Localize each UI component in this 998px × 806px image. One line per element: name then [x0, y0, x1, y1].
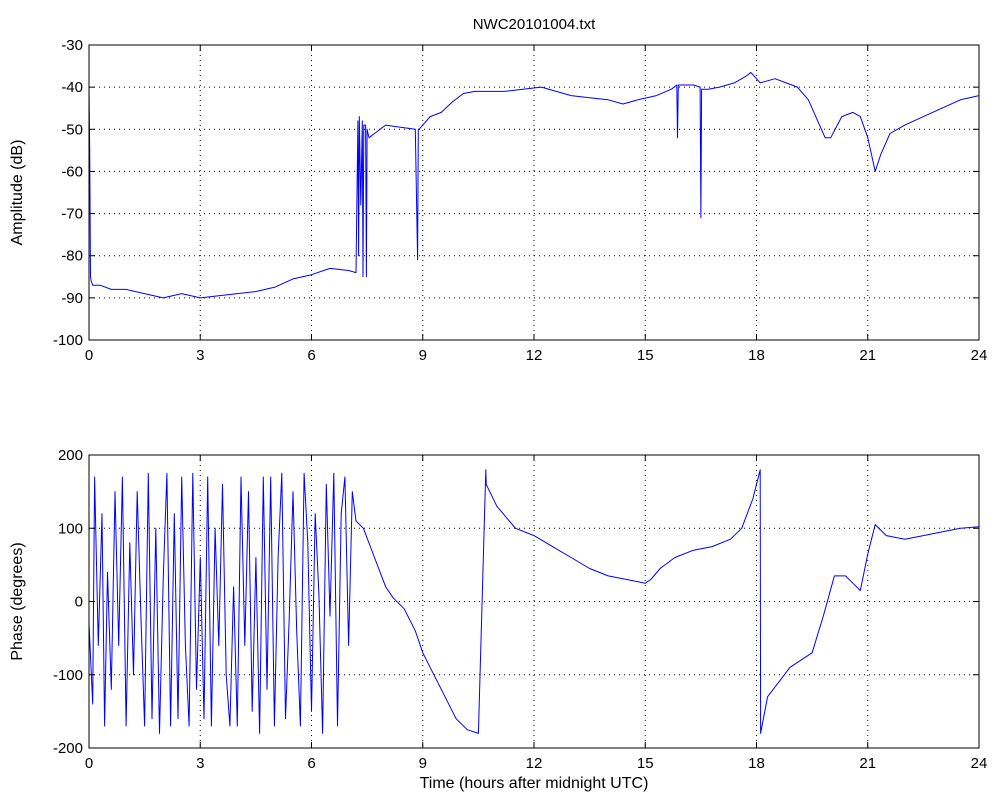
chart-panel-1: 0 3 6 9 12 15 18 21 24 -100 -90 -80 -70 -60 -50 -40 -30 A… [9, 37, 987, 364]
x-tick-label: 0 [85, 755, 93, 772]
x-tick-label: 21 [859, 755, 876, 772]
x-tick-label: 15 [637, 347, 654, 364]
data-line [88, 469, 980, 734]
x-tick-label: 24 [971, 347, 988, 364]
x-tick-label: 12 [526, 755, 543, 772]
data-line [88, 71, 980, 299]
x-tick-label: 9 [419, 755, 427, 772]
x-tick-label: 12 [526, 347, 543, 364]
x-tick-label: 0 [85, 347, 93, 364]
x-tick-label: 18 [748, 347, 765, 364]
y-tick-label: 200 [58, 447, 83, 464]
chart-panels: 0 3 6 9 12 15 18 21 24 -100 -90 -80 -70 -60 -50 -40 -30 A… [9, 37, 987, 792]
x-tick-label: 24 [971, 755, 988, 772]
y-tick-label: 100 [58, 520, 83, 537]
figure-title: NWC20101004.txt [473, 16, 596, 33]
y-tick-label: -80 [61, 248, 83, 265]
y-tick-label: -200 [53, 740, 83, 757]
x-tick-label: 3 [196, 347, 204, 364]
x-tick-label: 15 [637, 755, 654, 772]
y-tick-label: -60 [61, 163, 83, 180]
y-axis-label: Phase (degrees) [9, 542, 26, 660]
y-tick-label: -100 [53, 332, 83, 349]
y-tick-label: -90 [61, 290, 83, 307]
chart-panel-2: 0 3 6 9 12 15 18 21 24 -200 -100 0 100 200 Phase (degr… [9, 447, 987, 792]
x-tick-label: 6 [307, 347, 315, 364]
y-tick-label: -100 [53, 667, 83, 684]
x-tick-label: 6 [307, 755, 315, 772]
x-tick-label: 18 [748, 755, 765, 772]
y-tick-label: -40 [61, 79, 83, 96]
x-tick-label: 3 [196, 755, 204, 772]
y-tick-label: -50 [61, 121, 83, 138]
y-axis-label: Amplitude (dB) [9, 140, 26, 246]
x-tick-label: 9 [419, 347, 427, 364]
x-axis-label: Time (hours after midnight UTC) [420, 775, 649, 792]
y-tick-label: -70 [61, 206, 83, 223]
y-tick-label: -30 [61, 37, 83, 54]
y-tick-label: 0 [75, 594, 83, 611]
x-tick-label: 21 [859, 347, 876, 364]
